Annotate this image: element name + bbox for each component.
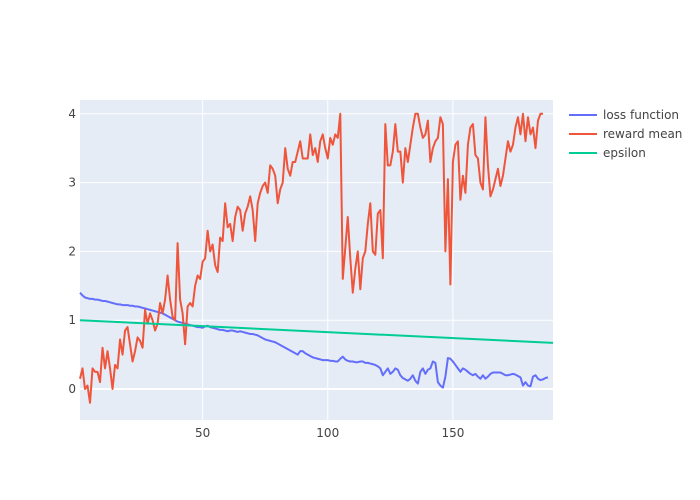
- y-axis-ticks: 0 1 2 3 4: [68, 107, 76, 396]
- epsilon-line: [79, 319, 554, 344]
- traces: [79, 112, 554, 404]
- x-tick-label: 50: [195, 426, 210, 440]
- y-tick-label: 4: [68, 107, 76, 121]
- legend-item-reward-mean[interactable]: reward mean: [569, 127, 682, 141]
- plot-background: [80, 100, 553, 420]
- legend-item-loss-function[interactable]: loss function: [569, 108, 679, 122]
- legend-label: loss function: [603, 108, 679, 122]
- x-axis-ticks: 50 100 150: [195, 426, 464, 440]
- legend-label: epsilon: [603, 146, 646, 160]
- y-tick-label: 0: [68, 382, 76, 396]
- legend-label: reward mean: [603, 127, 682, 141]
- legend[interactable]: loss function reward mean epsilon: [569, 108, 682, 160]
- legend-item-epsilon[interactable]: epsilon: [569, 146, 646, 160]
- y-tick-label: 1: [68, 313, 76, 327]
- y-tick-label: 2: [68, 244, 76, 258]
- x-tick-label: 150: [441, 426, 464, 440]
- y-tick-label: 3: [68, 176, 76, 190]
- x-tick-label: 100: [316, 426, 339, 440]
